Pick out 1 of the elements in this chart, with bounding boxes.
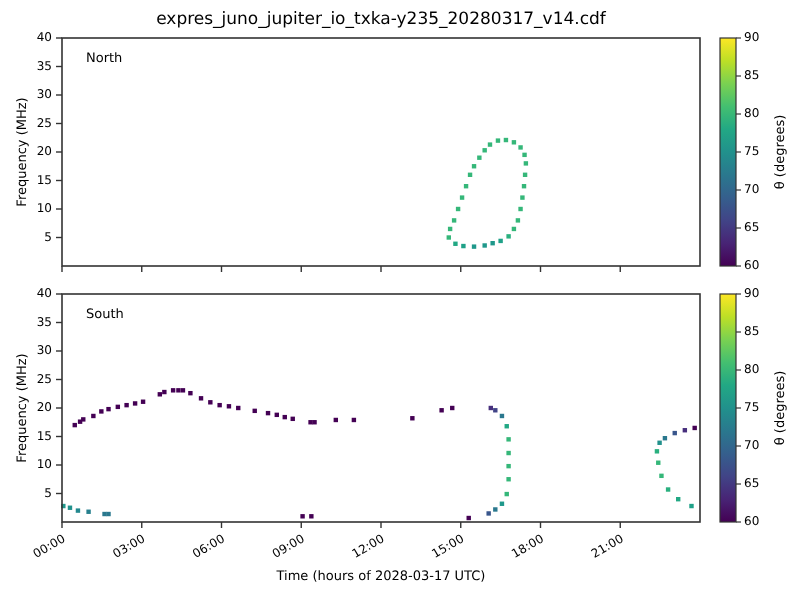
chart-title: expres_juno_jupiter_io_txka-y235_20280317_v14.cdf [156,10,608,30]
